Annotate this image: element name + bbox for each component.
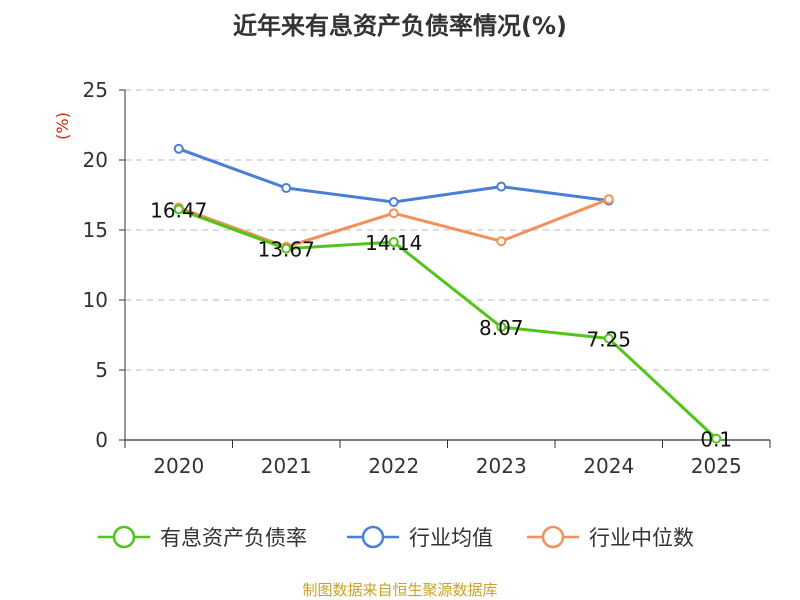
- series-point: [388, 208, 399, 219]
- series-point: [603, 194, 614, 205]
- x-tick-label: 2025: [691, 454, 742, 478]
- y-tick-label: 10: [83, 288, 108, 312]
- data-label: 0.1: [700, 428, 732, 452]
- series-point: [173, 143, 184, 154]
- series-point: [496, 181, 507, 192]
- series-line: [178, 208, 718, 440]
- series-point: [388, 197, 399, 207]
- series: [173, 143, 722, 444]
- series-point: [173, 204, 184, 215]
- y-tick-label: 20: [83, 148, 108, 172]
- x-tick-label: 2022: [368, 454, 419, 478]
- legend-marker: [361, 525, 385, 549]
- series-point: [711, 433, 722, 444]
- y-tick-label: 5: [95, 358, 108, 382]
- series-point: [281, 243, 292, 254]
- series-point: [388, 237, 399, 248]
- data-label: 13.67: [258, 238, 315, 262]
- series-point: [496, 236, 507, 247]
- y-tick-label: 0: [95, 428, 108, 452]
- legend-marker: [112, 525, 136, 549]
- source-note: 制图数据来自恒生聚源数据库: [302, 581, 498, 599]
- chart-title: 近年来有息资产负债率情况(%): [233, 12, 567, 40]
- series-point: [281, 183, 292, 193]
- series-point: [603, 333, 614, 344]
- data-label: 7.25: [586, 328, 631, 352]
- x-tick-label: 2023: [476, 454, 527, 478]
- x-tick-label: 2020: [153, 454, 204, 478]
- x-tick-label: 2024: [583, 454, 634, 478]
- data-label: 8.07: [479, 316, 524, 340]
- legend-label: 行业中位数: [589, 526, 694, 550]
- legend-label: 有息资产负债率: [160, 526, 307, 550]
- y-axis-unit-label: (%): [53, 112, 72, 140]
- legend: 有息资产负债率 行业均值 行业中位数: [98, 525, 694, 550]
- legend-marker: [541, 525, 565, 549]
- y-tick-label: 25: [83, 78, 108, 102]
- y-tick-label: 15: [83, 218, 108, 242]
- grid-lines: [125, 89, 770, 371]
- x-tick-label: 2021: [261, 454, 312, 478]
- series-point: [496, 322, 507, 333]
- data-labels: 16.47 13.67 14.14 8.07 7.25 0.1: [150, 198, 732, 451]
- series-line: [178, 147, 609, 204]
- data-label: 16.47: [150, 198, 207, 222]
- data-label: 14.14: [365, 231, 422, 255]
- legend-label: 行业均值: [409, 526, 493, 550]
